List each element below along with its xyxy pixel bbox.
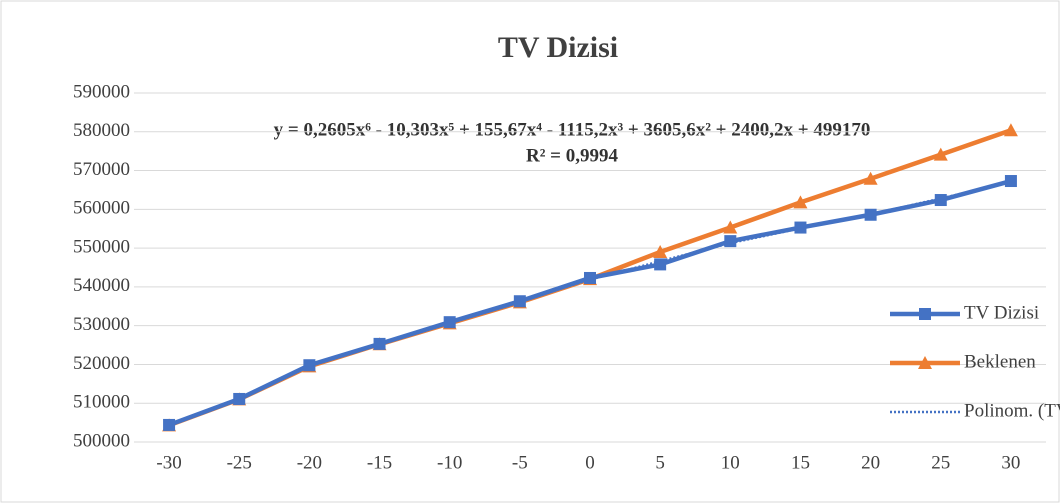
chart-title: TV Dizisi xyxy=(498,31,618,64)
x-tick-label: -10 xyxy=(437,452,462,473)
x-tick-label: 10 xyxy=(721,452,740,473)
x-tick-label: -5 xyxy=(512,452,528,473)
x-tick-label: -30 xyxy=(156,452,181,473)
y-tick-label: 520000 xyxy=(73,353,130,374)
legend-label: Polinom. (TV Dizisi) xyxy=(964,400,1060,421)
y-tick-label: 530000 xyxy=(73,314,130,335)
legend-marker xyxy=(919,308,931,320)
marker xyxy=(584,271,596,284)
marker xyxy=(793,195,808,209)
x-tick-label: 5 xyxy=(655,452,665,473)
marker xyxy=(654,258,667,271)
marker xyxy=(933,147,948,161)
x-tick-label: 0 xyxy=(585,452,595,473)
marker xyxy=(163,418,176,431)
y-tick-label: 580000 xyxy=(73,120,130,141)
x-tick-label: 30 xyxy=(1001,452,1020,473)
x-tick-label: -15 xyxy=(367,452,392,473)
y-tick-label: 510000 xyxy=(73,392,130,413)
marker xyxy=(443,316,456,329)
x-tick-label: 15 xyxy=(791,452,810,473)
x-tick-label: 20 xyxy=(861,452,880,473)
y-tick-label: 540000 xyxy=(73,275,130,296)
x-tick-label: -20 xyxy=(297,452,322,473)
marker xyxy=(863,171,878,185)
y-tick-label: 590000 xyxy=(73,81,130,102)
trendline-equation: y = 0,2605x⁶ - 10,303x⁵ + 155,67x⁴ - 111… xyxy=(274,119,871,140)
x-tick-label: -25 xyxy=(227,452,252,473)
y-tick-label: 560000 xyxy=(73,198,130,219)
legend-label: Beklenen xyxy=(964,351,1036,372)
y-tick-label: 550000 xyxy=(73,236,130,257)
marker xyxy=(233,392,246,405)
legend-marker xyxy=(918,356,932,369)
x-tick-label: 25 xyxy=(931,452,950,473)
marker xyxy=(724,235,737,248)
r-squared: R² = 0,9994 xyxy=(526,145,618,166)
y-tick-label: 570000 xyxy=(73,159,130,180)
legend-label: TV Dizisi xyxy=(964,302,1039,323)
marker xyxy=(653,244,668,258)
marker xyxy=(794,221,807,234)
series-line xyxy=(168,180,1012,426)
y-tick-label: 500000 xyxy=(73,430,130,451)
marker xyxy=(1004,175,1017,188)
marker xyxy=(1003,123,1018,137)
marker xyxy=(723,220,738,234)
